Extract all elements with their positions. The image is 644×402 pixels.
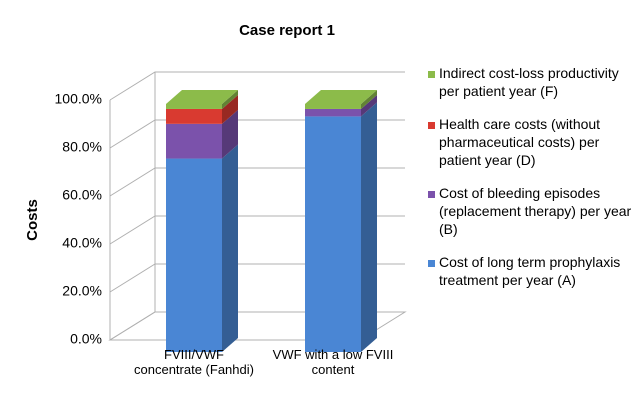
legend-swatch (428, 122, 435, 129)
bar-side (222, 144, 238, 352)
y-tick-label: 60.0% (62, 187, 102, 203)
y-tick-label: 40.0% (62, 235, 102, 251)
bar-segment (305, 104, 361, 109)
bar-segment (305, 108, 361, 117)
bar-side (222, 109, 238, 159)
legend-label: Health care costs (without pharmaceutica… (439, 116, 601, 168)
legend-label: Cost of bleeding episodes (replacement t… (439, 185, 632, 237)
y-tick-label: 0.0% (70, 331, 102, 347)
y-tick-label: 20.0% (62, 283, 102, 299)
legend-entry: Indirect cost-loss productivity per pati… (428, 64, 640, 100)
chart-title: Case report 1 (239, 22, 335, 39)
legend-entry: Cost of long term prophylaxis treatment … (428, 253, 640, 289)
legend-swatch (428, 191, 435, 198)
legend-entry: Health care costs (without pharmaceutica… (428, 115, 640, 169)
legend: Indirect cost-loss productivity per pati… (428, 64, 640, 304)
legend-entry: Cost of bleeding episodes (replacement t… (428, 184, 640, 238)
x-tick-label: VWF with a low FVIII content (272, 347, 394, 377)
legend-label: Indirect cost-loss productivity per pati… (439, 65, 619, 99)
bar-segment (166, 123, 222, 159)
y-axis-label: Costs (24, 199, 41, 241)
y-tick-label: 100.0% (55, 91, 102, 107)
bar-side (222, 94, 238, 124)
bar-side (361, 90, 377, 109)
bar-segment (166, 108, 222, 124)
y-tick-label: 80.0% (62, 139, 102, 155)
bar-top (305, 90, 377, 104)
x-tick-label: FVIII/VWF concentrate (Fanhdi) (134, 347, 254, 377)
bar-side (361, 102, 377, 353)
bar-segment (166, 104, 222, 109)
legend-swatch (428, 71, 435, 78)
bar-segment (166, 158, 222, 352)
grid-line (109, 71, 405, 101)
bar-side (361, 94, 377, 117)
bar-segment (305, 116, 361, 353)
bar-top (166, 90, 238, 104)
bar-side (222, 90, 238, 109)
legend-label: Cost of long term prophylaxis treatment … (439, 254, 621, 288)
legend-swatch (428, 260, 435, 267)
